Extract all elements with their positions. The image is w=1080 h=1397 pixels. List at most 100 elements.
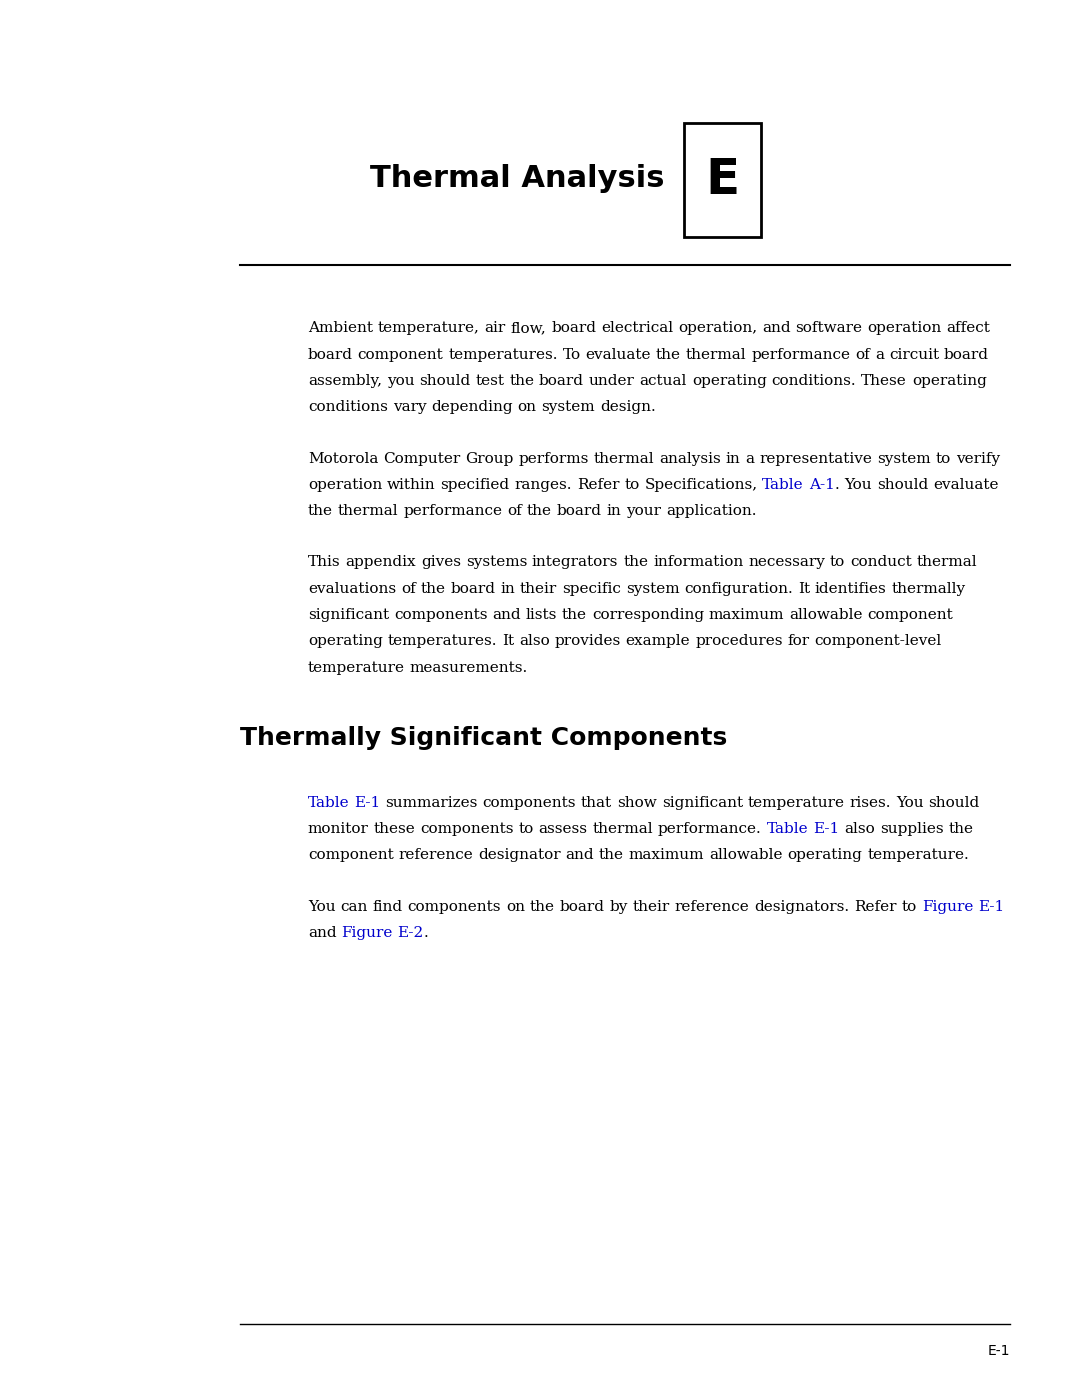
Text: appendix: appendix <box>346 556 416 570</box>
Text: board: board <box>450 581 496 595</box>
Text: E-1: E-1 <box>978 900 1004 914</box>
Text: operating: operating <box>692 374 767 388</box>
Text: E-1: E-1 <box>813 821 839 835</box>
Text: a: a <box>875 348 883 362</box>
Text: Figure: Figure <box>341 926 393 940</box>
Text: systems: systems <box>465 556 527 570</box>
Text: operation: operation <box>308 478 382 492</box>
Text: operating: operating <box>787 848 863 862</box>
Text: It: It <box>798 581 810 595</box>
Text: rises.: rises. <box>850 796 891 810</box>
Text: components: components <box>420 821 514 835</box>
Text: To: To <box>563 348 581 362</box>
Text: components: components <box>407 900 501 914</box>
Text: the: the <box>656 348 681 362</box>
Text: identifies: identifies <box>814 581 887 595</box>
Text: thermal: thermal <box>917 556 977 570</box>
Text: operating: operating <box>308 634 382 648</box>
Text: thermally: thermally <box>891 581 966 595</box>
Text: performance: performance <box>752 348 850 362</box>
Text: analysis: analysis <box>659 451 721 465</box>
Text: component-level: component-level <box>814 634 942 648</box>
Text: thermal: thermal <box>593 821 653 835</box>
Text: can: can <box>340 900 367 914</box>
Text: Motorola: Motorola <box>308 451 378 465</box>
Text: within: within <box>387 478 435 492</box>
Text: the: the <box>948 821 973 835</box>
Text: and: and <box>308 926 337 940</box>
Text: component: component <box>867 608 954 622</box>
Text: component: component <box>357 348 444 362</box>
Text: performance: performance <box>403 504 502 518</box>
Text: should: should <box>877 478 928 492</box>
Text: operation,: operation, <box>678 321 757 335</box>
Text: flow,: flow, <box>511 321 546 335</box>
Text: board: board <box>539 374 584 388</box>
Text: allowable: allowable <box>710 848 783 862</box>
Text: corresponding: corresponding <box>592 608 704 622</box>
Text: specified: specified <box>441 478 510 492</box>
Text: board: board <box>559 900 605 914</box>
Text: performance.: performance. <box>658 821 761 835</box>
Text: application.: application. <box>666 504 756 518</box>
Text: board: board <box>944 348 989 362</box>
Text: the: the <box>420 581 445 595</box>
Text: Thermal Analysis: Thermal Analysis <box>369 165 664 193</box>
Text: temperature.: temperature. <box>867 848 969 862</box>
Text: temperature: temperature <box>747 796 845 810</box>
Text: Figure: Figure <box>922 900 973 914</box>
Text: air: air <box>485 321 505 335</box>
Text: temperatures.: temperatures. <box>388 634 497 648</box>
Text: the: the <box>308 504 333 518</box>
Text: integrators: integrators <box>532 556 618 570</box>
Text: thermal: thermal <box>338 504 399 518</box>
Text: These: These <box>861 374 907 388</box>
Text: on: on <box>505 900 525 914</box>
Text: provides: provides <box>554 634 621 648</box>
Text: under: under <box>589 374 635 388</box>
Text: to: to <box>935 451 950 465</box>
Text: Table: Table <box>308 796 350 810</box>
Text: the: the <box>527 504 552 518</box>
Text: should: should <box>929 796 980 810</box>
Text: system: system <box>541 400 595 414</box>
Text: show: show <box>617 796 657 810</box>
Text: software: software <box>796 321 863 335</box>
Text: A-1: A-1 <box>809 478 835 492</box>
Text: significant: significant <box>308 608 389 622</box>
Text: in: in <box>607 504 621 518</box>
Text: designator: designator <box>478 848 561 862</box>
Text: you: you <box>387 374 415 388</box>
Text: example: example <box>625 634 690 648</box>
Text: ranges.: ranges. <box>514 478 572 492</box>
Text: maximum: maximum <box>629 848 704 862</box>
Text: Refer: Refer <box>854 900 897 914</box>
Text: E: E <box>705 156 740 204</box>
Text: reference: reference <box>399 848 473 862</box>
Text: board: board <box>308 348 353 362</box>
Text: also: also <box>845 821 875 835</box>
Text: .: . <box>423 926 429 940</box>
Text: lists: lists <box>526 608 557 622</box>
Text: monitor: monitor <box>308 821 368 835</box>
Text: Ambient: Ambient <box>308 321 373 335</box>
Text: gives: gives <box>421 556 461 570</box>
Text: the: the <box>562 608 586 622</box>
Text: actual: actual <box>639 374 687 388</box>
Text: E-1: E-1 <box>354 796 380 810</box>
Text: their: their <box>519 581 557 595</box>
Text: verify: verify <box>956 451 1000 465</box>
Text: You: You <box>845 478 872 492</box>
Text: supplies: supplies <box>880 821 944 835</box>
Text: to: to <box>624 478 639 492</box>
Text: for: for <box>787 634 810 648</box>
Text: the: the <box>623 556 648 570</box>
Text: components: components <box>483 796 576 810</box>
Text: representative: representative <box>759 451 873 465</box>
Text: board: board <box>551 321 596 335</box>
Text: and: and <box>492 608 521 622</box>
Text: operation: operation <box>867 321 942 335</box>
Text: designators.: designators. <box>755 900 850 914</box>
Text: system: system <box>877 451 931 465</box>
Text: should: should <box>419 374 471 388</box>
